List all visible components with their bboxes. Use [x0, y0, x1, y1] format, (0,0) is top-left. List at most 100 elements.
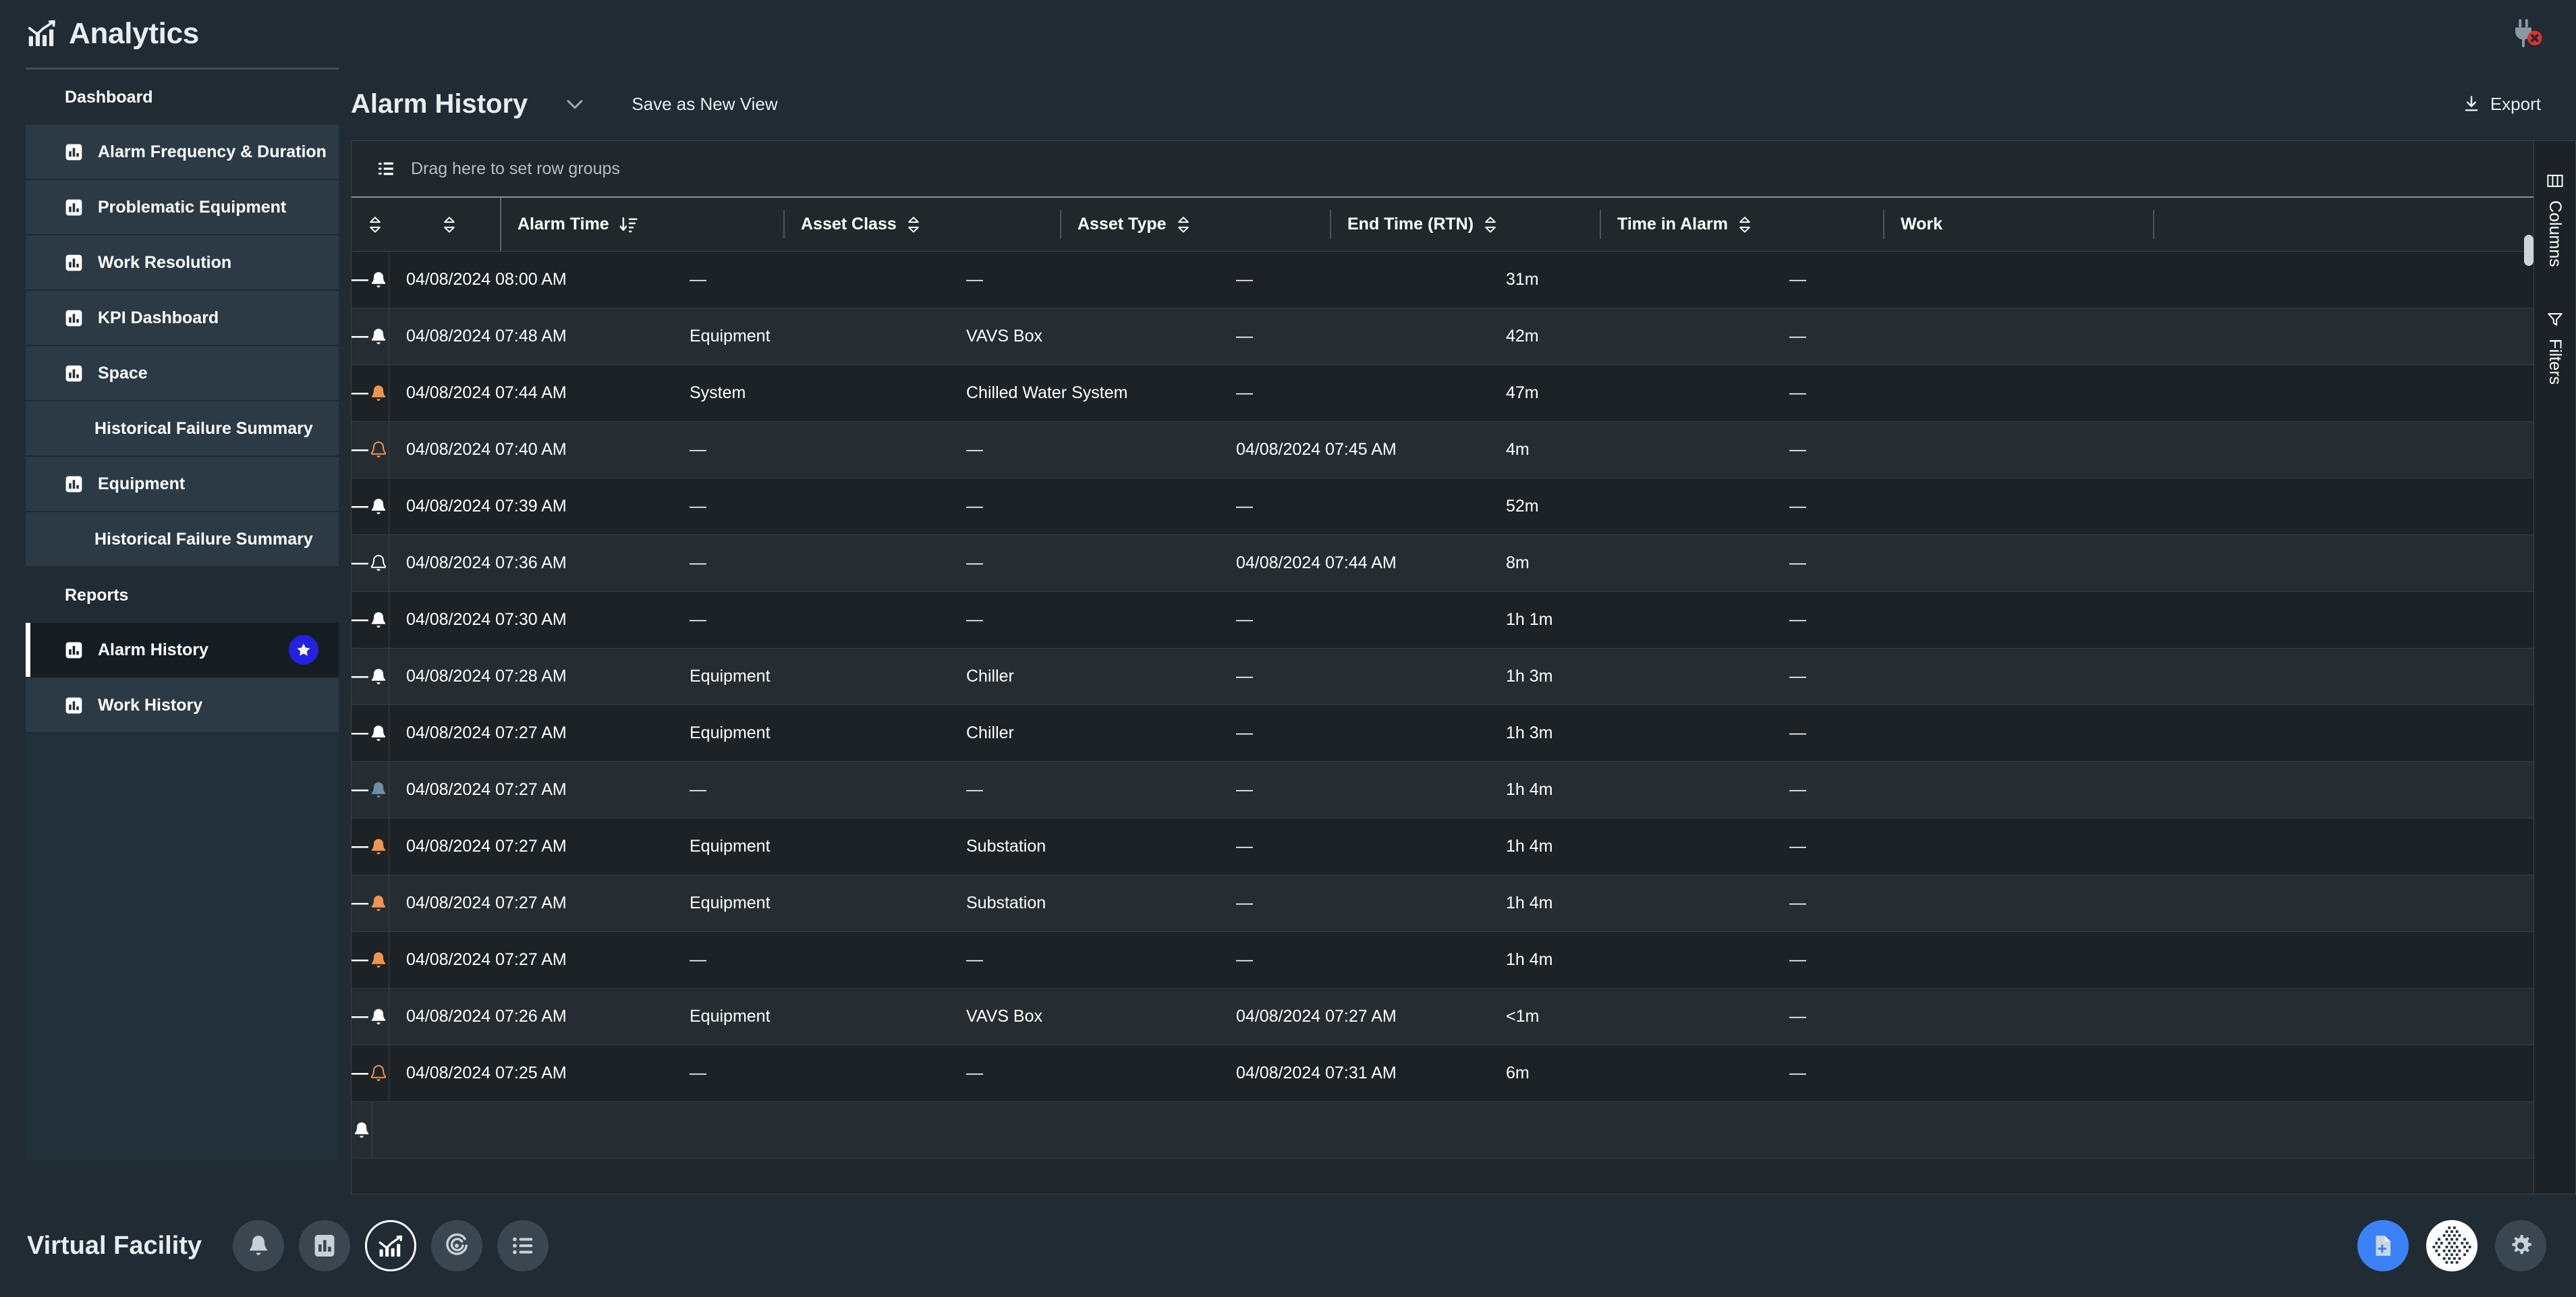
- settings-button[interactable]: [2495, 1220, 2546, 1271]
- row-alarm-state-cell[interactable]: [368, 932, 389, 988]
- table-row[interactable]: — 04/08/2024 07:27 AM Equipment Substation —…: [352, 819, 2533, 875]
- row-select-cell[interactable]: —: [352, 440, 368, 459]
- favorite-star-badge[interactable]: [289, 635, 318, 665]
- sidebar-item-space[interactable]: Space: [26, 346, 339, 402]
- row-select-cell[interactable]: —: [352, 553, 368, 572]
- bottom-nav-targets[interactable]: [431, 1220, 483, 1271]
- row-alarm-state-cell[interactable]: [368, 705, 389, 761]
- sidebar-item-work-resolution[interactable]: Work Resolution: [26, 236, 339, 291]
- row-alarm-state-cell[interactable]: [368, 478, 389, 534]
- cell-alarm-time: 04/08/2024 07:44 AM: [389, 365, 672, 421]
- row-alarm-state-cell[interactable]: [368, 762, 389, 818]
- row-alarm-state-cell[interactable]: [352, 1102, 372, 1158]
- row-select-cell[interactable]: —: [352, 383, 368, 402]
- bottom-nav: [233, 1220, 549, 1271]
- row-alarm-state-cell[interactable]: [368, 308, 389, 364]
- row-select-cell[interactable]: —: [352, 667, 368, 686]
- export-button[interactable]: Export: [2462, 94, 2541, 115]
- table-row[interactable]: — 04/08/2024 07:27 AM Equipment Substation —…: [352, 875, 2533, 932]
- row-alarm-state-cell[interactable]: [368, 648, 389, 705]
- row-alarm-state-cell[interactable]: [368, 989, 389, 1045]
- cell-time-in-alarm: 42m: [1506, 327, 1539, 346]
- cell-alarm-time: 04/08/2024 07:25 AM: [389, 1045, 672, 1101]
- row-select-cell[interactable]: —: [352, 723, 368, 742]
- side-tab-filters[interactable]: Filters: [2545, 310, 2565, 385]
- col-header-end-time[interactable]: End Time (RTN): [1330, 198, 1600, 251]
- radar-icon: [446, 1233, 468, 1255]
- table-row[interactable]: — 04/08/2024 07:27 AM — — — 1h 4m —: [352, 932, 2533, 989]
- sidebar-item-label: Equipment: [98, 474, 186, 493]
- sidebar-item-work-history[interactable]: Work History: [26, 678, 339, 734]
- table-row[interactable]: — 04/08/2024 07:30 AM — — — 1h 1m —: [352, 592, 2533, 648]
- row-select-cell[interactable]: —: [352, 327, 368, 346]
- row-select-cell[interactable]: —: [352, 780, 368, 799]
- table-row[interactable]: — 04/08/2024 07:27 AM — — — 1h 4m —: [352, 762, 2533, 819]
- col-header-asset-type[interactable]: Asset Type: [1060, 198, 1330, 251]
- side-tab-columns[interactable]: Columns: [2545, 172, 2565, 267]
- table-row[interactable]: — 04/08/2024 07:48 AM Equipment VAVS Box — 42…: [352, 308, 2533, 365]
- row-group-dropzone[interactable]: Drag here to set row groups: [352, 141, 2533, 198]
- row-alarm-state-cell[interactable]: [368, 1045, 389, 1101]
- report-icon: [65, 254, 82, 271]
- col-header-time-in-alarm[interactable]: Time in Alarm: [1600, 198, 1883, 251]
- plug-disconnected-icon[interactable]: [2509, 18, 2546, 50]
- table-row[interactable]: — 04/08/2024 07:28 AM Equipment Chiller — 1h …: [352, 648, 2533, 705]
- row-select-cell[interactable]: —: [352, 893, 368, 912]
- row-select-cell[interactable]: —: [352, 610, 368, 629]
- view-dropdown-button[interactable]: [557, 86, 592, 121]
- row-select-cell[interactable]: —: [352, 270, 368, 289]
- bottom-nav-analytics[interactable]: [365, 1220, 417, 1271]
- save-as-new-view-button[interactable]: Save as New View: [632, 93, 778, 114]
- cell-work: —: [1789, 497, 1806, 516]
- row-alarm-state-cell[interactable]: [368, 365, 389, 421]
- table-row[interactable]: — 04/08/2024 07:27 AM Equipment Chiller — 1h …: [352, 705, 2533, 762]
- col-header-asset-class[interactable]: Asset Class: [783, 198, 1060, 251]
- sidebar-item-alarm-history[interactable]: Alarm History: [26, 623, 339, 678]
- row-select-cell[interactable]: —: [352, 497, 368, 516]
- sidebar-item-historical-failure-summary-space[interactable]: Historical Failure Summary: [26, 402, 339, 457]
- report-icon: [65, 310, 82, 326]
- row-alarm-state-cell[interactable]: [368, 592, 389, 648]
- row-alarm-state-cell[interactable]: [368, 819, 389, 875]
- col-header-alarm-state[interactable]: [399, 198, 500, 251]
- col-header-work[interactable]: Work: [1883, 198, 2153, 251]
- table-row[interactable]: — 04/08/2024 07:26 AM Equipment VAVS Box 04/…: [352, 989, 2533, 1045]
- new-document-button[interactable]: [2357, 1220, 2409, 1271]
- row-alarm-state-cell[interactable]: [368, 422, 389, 478]
- table-row[interactable]: — 04/08/2024 07:44 AM System Chilled Water …: [352, 365, 2533, 422]
- col-header-alarm-time[interactable]: Alarm Time: [500, 198, 783, 251]
- row-select-cell[interactable]: —: [352, 1007, 368, 1026]
- bottom-nav-lists[interactable]: [497, 1220, 549, 1271]
- sidebar-item-alarm-frequency-duration[interactable]: Alarm Frequency & Duration: [26, 125, 339, 180]
- row-alarm-state-cell[interactable]: [368, 875, 389, 931]
- bottom-nav-alarms[interactable]: [233, 1220, 285, 1271]
- avatar[interactable]: [2426, 1220, 2477, 1271]
- row-alarm-state-cell[interactable]: [368, 535, 389, 591]
- row-select-cell[interactable]: —: [352, 837, 368, 856]
- sidebar-item-historical-failure-summary-equipment[interactable]: Historical Failure Summary: [26, 512, 339, 568]
- cell-tail: [2042, 1045, 2533, 1101]
- table-row[interactable]: [352, 1102, 2533, 1159]
- row-select-cell[interactable]: —: [352, 950, 368, 969]
- row-select-cell[interactable]: —: [352, 1064, 368, 1082]
- bell-outline-orange-icon: [370, 1064, 387, 1081]
- sidebar-item-kpi-dashboard[interactable]: KPI Dashboard: [26, 291, 339, 346]
- sort-both-icon: [1485, 216, 1496, 233]
- table-row[interactable]: — 04/08/2024 07:36 AM — — 04/08/2024 07:44 A…: [352, 535, 2533, 592]
- sidebar-item-problematic-equipment[interactable]: Problematic Equipment: [26, 180, 339, 236]
- cell-work: —: [1789, 723, 1806, 742]
- cell-time-in-alarm: 31m: [1506, 270, 1539, 289]
- table-row[interactable]: — 04/08/2024 08:00 AM — — — 31m —: [352, 252, 2533, 308]
- table-row[interactable]: — 04/08/2024 07:25 AM — — 04/08/2024 07:31 A…: [352, 1045, 2533, 1102]
- row-alarm-state-cell[interactable]: [368, 252, 389, 308]
- export-label: Export: [2490, 93, 2541, 114]
- col-header-select[interactable]: [352, 198, 399, 251]
- table-row[interactable]: — 04/08/2024 07:39 AM — — — 52m —: [352, 478, 2533, 535]
- table-row[interactable]: — 04/08/2024 07:40 AM — — 04/08/2024 07:45 A…: [352, 422, 2533, 478]
- star-icon: [297, 643, 310, 656]
- bottom-nav-reports[interactable]: [299, 1220, 351, 1271]
- bell-filled-orange-icon: [371, 838, 386, 854]
- sidebar-item-equipment[interactable]: Equipment: [26, 457, 339, 512]
- vertical-scrollbar-thumb[interactable]: [2524, 235, 2533, 266]
- cell-asset-type: VAVS Box: [966, 1007, 1043, 1026]
